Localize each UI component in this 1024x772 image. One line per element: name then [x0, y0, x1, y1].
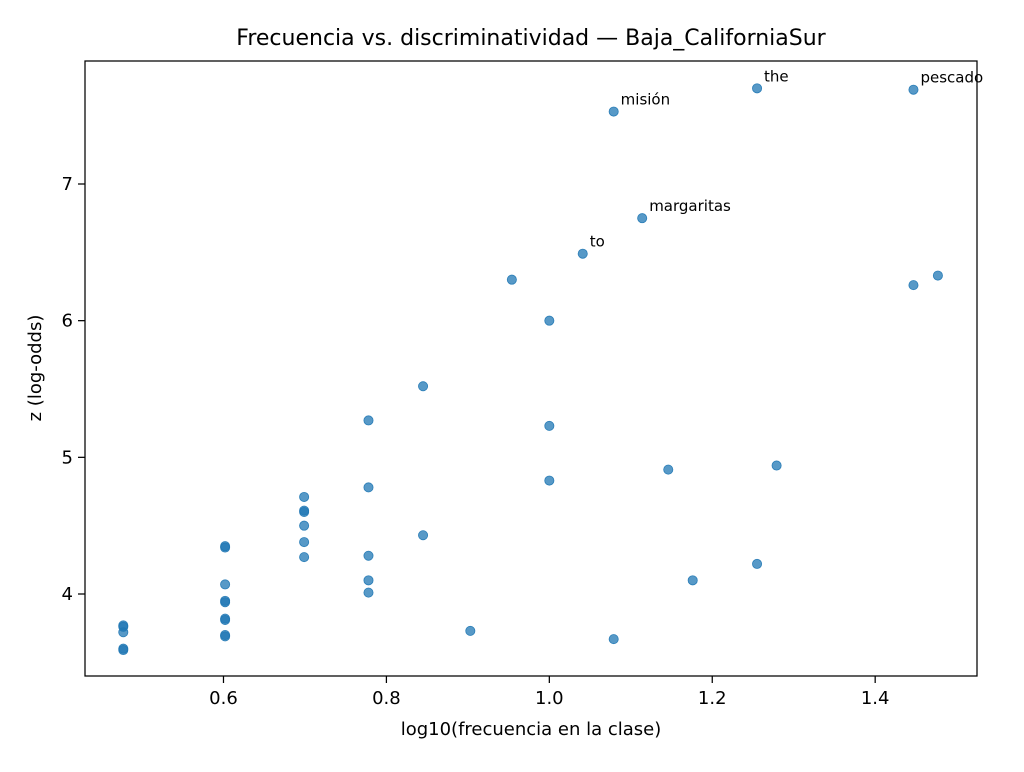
- y-axis-ticks: 4 5 6 7: [62, 174, 85, 605]
- data-point: [299, 537, 310, 548]
- data-point: [418, 381, 429, 392]
- x-axis-ticks: 0.6 0.8 1.0 1.2 1.4: [209, 676, 889, 709]
- y-tick-label: 7: [62, 174, 73, 195]
- data-point: [220, 542, 231, 553]
- data-point: [418, 530, 429, 541]
- data-point: [932, 270, 943, 281]
- data-point: [363, 575, 374, 586]
- point-annotation: margaritas: [649, 197, 731, 215]
- points-layer: [118, 83, 943, 656]
- chart-title: Frecuencia vs. discriminatividad — Baja_…: [236, 26, 826, 51]
- data-point: [363, 482, 374, 493]
- point-annotation: the: [764, 67, 789, 85]
- data-point: [299, 520, 310, 531]
- data-point: [363, 587, 374, 598]
- data-point: [544, 475, 555, 486]
- data-point: [752, 558, 763, 569]
- data-point: [220, 597, 231, 608]
- data-point: [118, 627, 129, 638]
- data-point: [663, 464, 674, 475]
- x-tick-label: 1.2: [698, 688, 727, 709]
- data-point: [544, 315, 555, 326]
- y-tick-label: 6: [62, 311, 73, 332]
- data-point: [299, 552, 310, 563]
- data-point: [465, 625, 476, 636]
- x-tick-label: 1.0: [535, 688, 564, 709]
- data-point: [220, 579, 231, 590]
- data-point: [637, 213, 648, 224]
- data-point: [771, 460, 782, 471]
- data-point: [299, 506, 310, 517]
- data-point: [608, 106, 619, 117]
- data-point: [687, 575, 698, 586]
- y-tick-label: 5: [62, 447, 73, 468]
- x-tick-label: 0.6: [209, 688, 238, 709]
- data-point: [544, 420, 555, 431]
- data-point: [608, 634, 619, 645]
- data-point: [506, 274, 517, 285]
- plot-area: [85, 61, 977, 676]
- data-point: [908, 84, 919, 95]
- point-annotation: misión: [621, 91, 670, 109]
- annotations-layer: to misión margaritas the pescado: [590, 67, 983, 250]
- x-axis-label: log10(frecuencia en la clase): [401, 719, 662, 740]
- y-tick-label: 4: [62, 584, 73, 605]
- point-annotation: pescado: [920, 69, 983, 87]
- y-axis-label: z (log-odds): [25, 315, 46, 422]
- data-point: [363, 415, 374, 426]
- data-point: [363, 550, 374, 561]
- x-tick-label: 0.8: [372, 688, 401, 709]
- data-point: [577, 248, 588, 259]
- data-point: [299, 491, 310, 502]
- data-point: [752, 83, 763, 94]
- data-point: [118, 645, 129, 656]
- data-point: [220, 631, 231, 642]
- x-tick-label: 1.4: [861, 688, 890, 709]
- plot-frame: [84, 60, 978, 677]
- data-point: [908, 280, 919, 291]
- point-annotation: to: [590, 233, 605, 251]
- data-point: [220, 614, 231, 625]
